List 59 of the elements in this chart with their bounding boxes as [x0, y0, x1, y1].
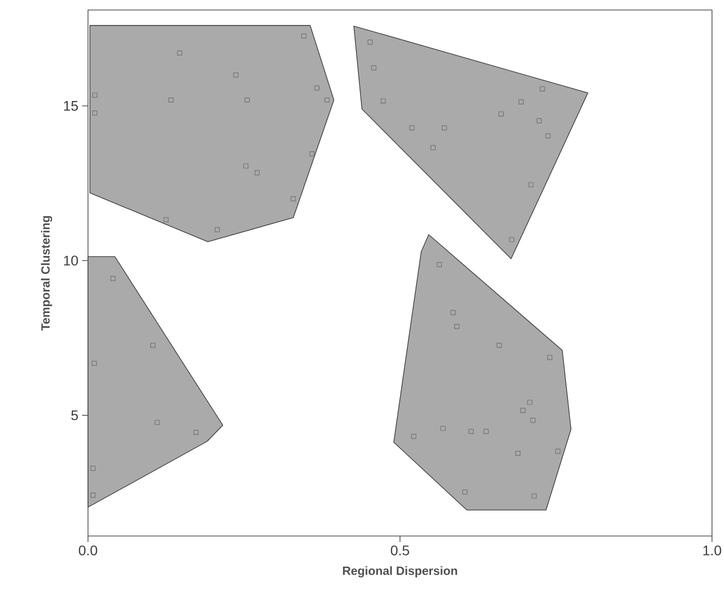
- point: [90, 492, 96, 498]
- point: [532, 494, 537, 499]
- point: [310, 151, 315, 156]
- point: [454, 324, 460, 330]
- point: [92, 92, 98, 98]
- point: [450, 310, 456, 316]
- point: [498, 111, 504, 116]
- point: [530, 418, 536, 423]
- point: [430, 145, 436, 150]
- y-axis-title: Temporal Clustering: [40, 216, 52, 331]
- point: [509, 237, 514, 242]
- x-axis-title: Regional Dispersion: [343, 566, 458, 578]
- point: [496, 342, 502, 348]
- point: [301, 33, 306, 38]
- point: [547, 354, 552, 360]
- point: [92, 360, 97, 366]
- point: [436, 262, 442, 268]
- point: [380, 98, 386, 104]
- point: [290, 196, 296, 202]
- point: [314, 85, 320, 90]
- point: [527, 400, 532, 405]
- y-tick-label: 10: [64, 256, 78, 266]
- point: [214, 227, 220, 232]
- point: [536, 118, 542, 124]
- point: [368, 40, 373, 45]
- point: [177, 50, 182, 56]
- point: [518, 99, 524, 104]
- point: [440, 426, 446, 431]
- point: [540, 86, 545, 92]
- point: [164, 217, 168, 222]
- point: [154, 420, 160, 425]
- point: [515, 450, 520, 456]
- point: [244, 98, 250, 103]
- point: [168, 98, 174, 103]
- point: [555, 448, 560, 454]
- x-tick-label: 1.0: [703, 545, 722, 556]
- point: [409, 125, 414, 130]
- point: [193, 430, 198, 435]
- point: [243, 163, 248, 168]
- point: [324, 98, 330, 103]
- point: [484, 428, 489, 434]
- point: [545, 133, 550, 138]
- point: [233, 72, 238, 78]
- y-tick-label: 15: [64, 101, 78, 111]
- point: [468, 428, 474, 434]
- point: [528, 182, 534, 188]
- point: [442, 125, 447, 130]
- point: [90, 466, 96, 471]
- point: [371, 65, 376, 70]
- y-tick-label: 5: [71, 410, 78, 420]
- x-tick-label: 0.5: [390, 545, 410, 556]
- point: [520, 408, 526, 413]
- point: [110, 276, 116, 282]
- point: [150, 342, 156, 348]
- point: [92, 110, 98, 116]
- x-tick-label: 0.0: [78, 545, 98, 556]
- point: [254, 170, 260, 176]
- point: [411, 434, 416, 439]
- point: [462, 490, 468, 495]
